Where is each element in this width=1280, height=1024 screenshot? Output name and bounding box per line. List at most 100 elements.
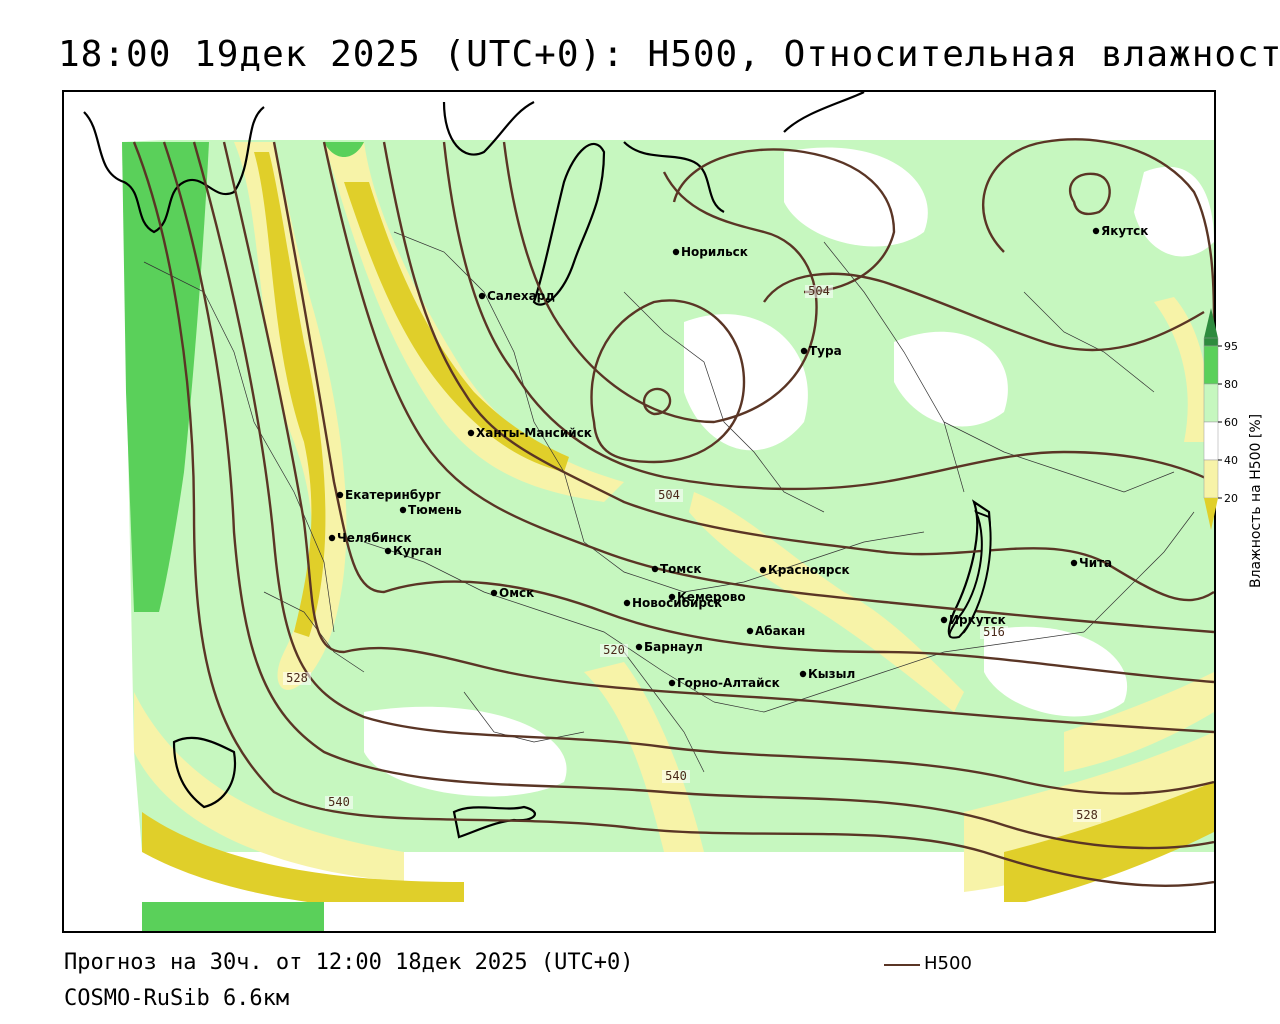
city-dot (668, 679, 676, 687)
model-name: COSMO-RuSib 6.6км (64, 986, 290, 1011)
city-dot (759, 566, 767, 574)
scale-tick-label: 20 (1224, 492, 1238, 505)
city-label: Иркутск (949, 613, 1006, 627)
contour-label: 520 (603, 643, 625, 657)
city-16: Барнаул (635, 640, 703, 654)
scale-arrow-bottom (1204, 498, 1218, 530)
city-6: Екатеринбург (336, 488, 441, 502)
contour-label-bg (600, 644, 628, 657)
contour-label: 516 (983, 625, 1005, 639)
city-dot (1092, 227, 1100, 235)
city-dot (623, 599, 631, 607)
city-20: Чита (1070, 556, 1112, 570)
city-17: Горно-Алтайск (668, 676, 780, 690)
city-dot (336, 491, 344, 499)
scale-band-20 (1203, 459, 1219, 499)
city-dot (668, 593, 676, 601)
scale-ticks: 95 80 60 40 20 (1218, 340, 1238, 505)
map-frame: 504 504 528 540 540 528 516 520 Якутск Норильск С… (62, 90, 1216, 933)
city-9: Курган (384, 544, 442, 558)
city-label: Кемерово (677, 590, 746, 604)
city-label: Курган (393, 544, 442, 558)
forecast-info: Прогноз на 30ч. от 12:00 18дек 2025 (UTC… (64, 950, 634, 975)
lake-baikal (948, 510, 992, 639)
city-1: Якутск (1092, 224, 1148, 238)
h500-legend-label: H500 (924, 953, 972, 974)
city-7: Тюмень (399, 503, 462, 517)
contour-label-bg (283, 672, 311, 685)
scale-band-40 (1203, 421, 1219, 461)
contour-label: 504 (658, 488, 680, 502)
city-label: Кызыл (808, 667, 855, 681)
city-dot (940, 616, 948, 624)
city-dot (467, 429, 475, 437)
scale-band-60 (1203, 383, 1219, 423)
city-label: Чита (1079, 556, 1112, 570)
city-12: Томск (651, 562, 702, 576)
city-dot (384, 547, 392, 555)
city-15: Абакан (746, 624, 805, 638)
city-label: Томск (660, 562, 702, 576)
scale-tick-label: 40 (1224, 454, 1238, 467)
contour-label: 528 (286, 671, 308, 685)
scale-band-80 (1203, 345, 1219, 385)
city-dot (800, 347, 808, 355)
contour-label: 540 (665, 769, 687, 783)
humidity-color-scale: 95 80 60 40 20 (1203, 308, 1238, 530)
city-label: Тура (809, 344, 842, 358)
scale-tick-label: 95 (1224, 340, 1238, 353)
scale-arrow-top (1204, 308, 1218, 338)
city-label: Барнаул (644, 640, 703, 654)
city-13: Кемерово (668, 590, 746, 604)
scale-band-95 (1203, 337, 1219, 347)
city-markers: Якутск Норильск Салехард Тура Ханты-Мансийск… (328, 224, 1148, 690)
city-19: Иркутск (940, 613, 1006, 627)
humidity-fill (64, 92, 1214, 931)
city-label: Омск (499, 586, 534, 600)
city-dot (328, 534, 336, 542)
contour-label-bg (662, 770, 690, 783)
city-label: Новосибирск (632, 596, 722, 610)
city-label: Абакан (755, 624, 805, 638)
city-18: Кызыл (799, 667, 855, 681)
city-10: Омск (490, 586, 534, 600)
city-label: Якутск (1101, 224, 1148, 238)
city-2: Норильск (672, 245, 748, 259)
map-title: 18:00 19дек 2025 (UTC+0): H500, Относите… (58, 34, 1280, 75)
city-dot (490, 589, 498, 597)
city-label: Екатеринбург (345, 488, 441, 502)
scale-tick-label: 80 (1224, 378, 1238, 391)
city-dot (478, 292, 486, 300)
h500-legend-line (884, 964, 920, 966)
contour-label: 540 (328, 795, 350, 809)
city-dot (1070, 559, 1078, 567)
city-5: Ханты-Мансийск (467, 426, 592, 440)
map-canvas: 504 504 528 540 540 528 516 520 Якутск Норильск С… (64, 92, 1214, 931)
city-dot (635, 643, 643, 651)
contour-labels: 504 504 528 540 540 528 516 520 (283, 284, 1101, 822)
h500-contours (132, 138, 1214, 887)
contour-label: 504 (808, 284, 830, 298)
contour-label-bg (805, 285, 833, 298)
city-3: Салехард (478, 289, 555, 303)
contour-label-bg (980, 626, 1008, 639)
scale-tick-label: 60 (1224, 416, 1238, 429)
city-label: Тюмень (408, 503, 462, 517)
city-label: Салехард (487, 289, 555, 303)
contour-label-bg (1073, 809, 1101, 822)
city-label: Красноярск (768, 563, 850, 577)
city-dot (672, 248, 680, 256)
city-dot (651, 565, 659, 573)
city-dot (799, 670, 807, 678)
city-label: Челябинск (337, 531, 412, 545)
city-label: Ханты-Мансийск (476, 426, 592, 440)
city-label: Горно-Алтайск (677, 676, 780, 690)
city-label: Норильск (681, 245, 748, 259)
city-11: Новосибирск (623, 596, 722, 610)
city-14: Красноярск (759, 563, 850, 577)
city-dot (399, 506, 407, 514)
city-4: Тура (800, 344, 842, 358)
scale-title: Влажность на H500 [%] (1248, 413, 1264, 588)
city-8: Челябинск (328, 531, 412, 545)
contour-label: 528 (1076, 808, 1098, 822)
